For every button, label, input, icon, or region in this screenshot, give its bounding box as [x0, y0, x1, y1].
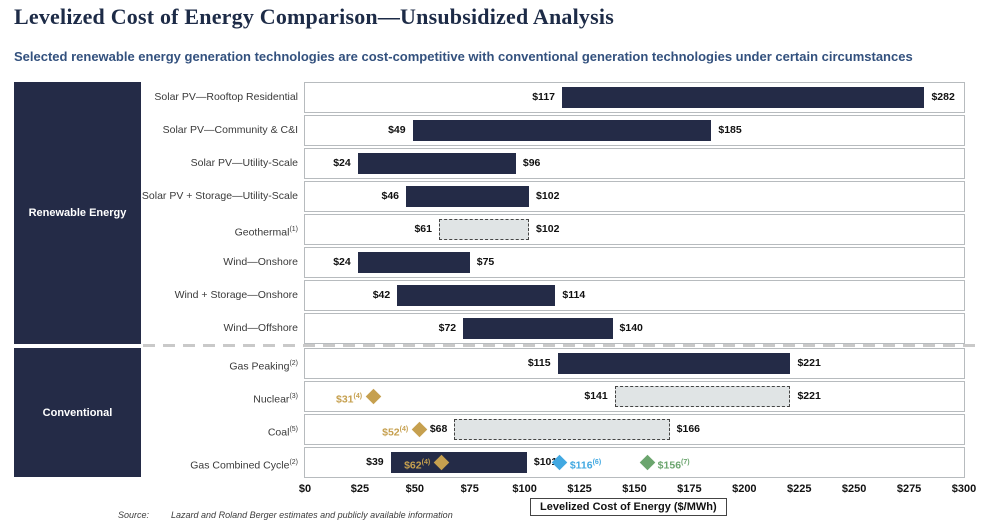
bar-max-label: $102 — [536, 223, 560, 235]
row-label: Wind + Storage—Onshore — [174, 289, 298, 301]
bar-min-label: $72 — [438, 322, 457, 334]
bar-min-label: $49 — [388, 124, 406, 136]
x-axis-tick: $125 — [567, 483, 592, 495]
chart-row: Solar PV—Utility-Scale $24 $96 — [0, 148, 1000, 179]
marker-label: $52(4) — [382, 426, 409, 439]
chart-row: Nuclear(3) $141 $221 $31(4) — [0, 381, 1000, 412]
bar-min-label: $39 — [366, 456, 384, 468]
section-divider — [143, 344, 979, 347]
row-label: Gas Combined Cycle(2) — [190, 459, 298, 472]
range-bar — [562, 87, 925, 108]
chart-row: Gas Peaking(2) $115 $221 — [0, 348, 1000, 379]
x-axis-tick: $250 — [841, 483, 867, 495]
page-subtitle: Selected renewable energy generation tec… — [14, 49, 913, 64]
range-bar — [614, 386, 791, 407]
x-axis-tick: $200 — [732, 483, 757, 495]
group-box-renewable: Renewable Energy — [14, 82, 141, 344]
bar-min-label: $61 — [414, 223, 432, 235]
bar-min-label: $42 — [372, 289, 391, 301]
row-label: Nuclear(3) — [253, 393, 298, 406]
range-bar — [463, 318, 613, 339]
marker-label: $31(4) — [336, 393, 363, 406]
bar-min-label: $24 — [333, 157, 351, 169]
range-bar — [438, 219, 530, 240]
chart-row: Wind—Onshore $24 $75 — [0, 247, 1000, 278]
source-note: Source: Lazard and Roland Berger estimate… — [118, 510, 453, 520]
row-label: Geothermal(1) — [234, 226, 298, 239]
range-bar — [390, 452, 527, 473]
bar-max-label: $96 — [522, 157, 541, 169]
marker-label: $156(7) — [657, 459, 690, 472]
chart-row: Gas Combined Cycle(2) $39 $101 $62(4) $116(6… — [0, 447, 1000, 478]
x-axis-tick: $300 — [951, 483, 977, 495]
bar-max-label: $75 — [476, 256, 495, 268]
bar-min-label: $141 — [584, 390, 608, 402]
bar-min-label: $24 — [333, 256, 351, 268]
range-bar — [412, 120, 712, 141]
range-bar — [357, 153, 516, 174]
row-label: Solar PV + Storage—Utility-Scale — [141, 190, 298, 202]
x-axis-tick: $50 — [405, 483, 424, 495]
chart-row: Wind + Storage—Onshore $42 $114 — [0, 280, 1000, 311]
source-text: Lazard and Roland Berger estimates and p… — [171, 510, 453, 520]
x-axis-tick: $275 — [896, 483, 922, 495]
chart-row: Coal(5) $68 $166 $52(4) — [0, 414, 1000, 445]
row-panel — [304, 313, 965, 344]
row-label: Wind—Onshore — [223, 256, 298, 268]
bar-max-label: $114 — [562, 289, 586, 301]
group-box-conventional: Conventional — [14, 348, 141, 477]
group-label-renewable: Renewable Energy — [28, 207, 127, 219]
bar-min-label: $115 — [527, 357, 551, 369]
bar-max-label: $102 — [536, 190, 560, 202]
bar-max-label: $282 — [931, 91, 955, 103]
row-label: Solar PV—Utility-Scale — [190, 157, 298, 169]
x-axis-tick: $100 — [512, 483, 537, 495]
marker-label: $116(6) — [569, 459, 602, 472]
marker-label: $62(4) — [404, 459, 431, 472]
bar-max-label: $185 — [718, 124, 742, 136]
group-label-conventional: Conventional — [42, 406, 113, 419]
x-axis-tick: $25 — [350, 483, 370, 495]
range-bar — [454, 419, 670, 440]
chart-row: Solar PV—Rooftop Residential $117 $282 — [0, 82, 1000, 113]
bar-min-label: $68 — [429, 423, 448, 435]
row-label: Solar PV—Community & C&I — [162, 124, 298, 136]
bar-min-label: $46 — [381, 190, 400, 202]
bar-max-label: $101 — [533, 456, 558, 468]
row-label: Gas Peaking(2) — [229, 360, 298, 373]
range-bar — [557, 353, 791, 374]
x-axis-title: Levelized Cost of Energy ($/MWh) — [530, 498, 727, 516]
row-label: Solar PV—Rooftop Residential — [154, 91, 298, 103]
chart-row: Wind—Offshore $72 $140 — [0, 313, 1000, 344]
x-axis-tick: $175 — [677, 483, 702, 495]
bar-min-label: $117 — [532, 91, 555, 103]
range-bar — [357, 252, 470, 273]
row-label: Coal(5) — [267, 426, 298, 439]
range-bar — [397, 285, 556, 306]
x-axis-tick: $225 — [787, 483, 812, 495]
range-bar — [406, 186, 530, 207]
bar-max-label: $221 — [797, 357, 821, 369]
bar-max-label: $166 — [676, 423, 700, 435]
source-label: Source: — [118, 510, 150, 520]
bar-max-label: $221 — [797, 390, 821, 402]
page-title: Levelized Cost of Energy Comparison—Unsu… — [14, 4, 614, 29]
bar-max-label: $140 — [619, 322, 643, 334]
row-panel — [304, 181, 965, 212]
x-axis-tick: $75 — [460, 483, 479, 495]
chart-row: Solar PV + Storage—Utility-Scale $46 $102 — [0, 181, 1000, 212]
x-axis-tick: $0 — [298, 483, 312, 495]
chart-row: Solar PV—Community & C&I $49 $185 — [0, 115, 1000, 146]
row-label: Wind—Offshore — [223, 322, 299, 334]
chart-row: Geothermal(1) $61 $102 — [0, 214, 1000, 245]
x-axis-tick: $150 — [622, 483, 647, 495]
row-panel — [304, 214, 965, 245]
